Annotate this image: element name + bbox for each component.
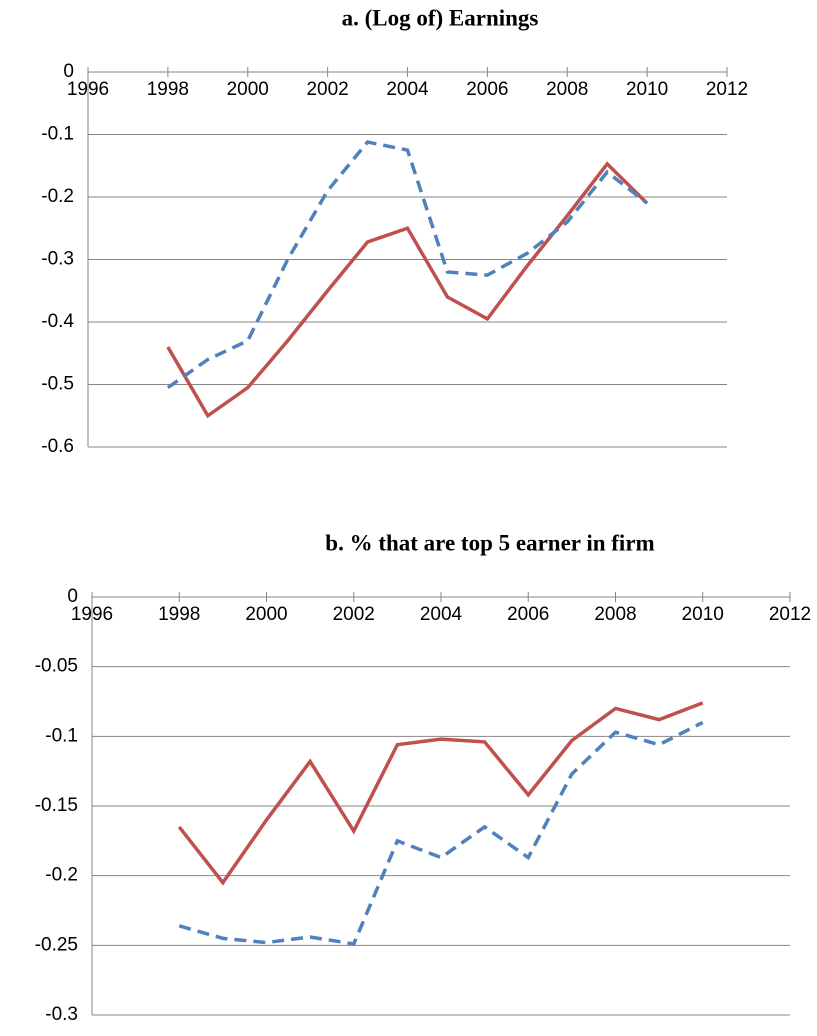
x-tick-label: 1996 xyxy=(67,79,109,100)
y-tick-label: -0.5 xyxy=(41,374,74,395)
x-tick-label: 2008 xyxy=(546,79,588,100)
y-tick-label: -0.1 xyxy=(45,725,78,746)
y-tick-label: -0.2 xyxy=(45,865,78,886)
line-series xyxy=(166,140,649,390)
y-tick-label: 0 xyxy=(67,586,78,607)
chart-title: a. (Log of) Earnings xyxy=(342,5,539,30)
x-tick-label: 2008 xyxy=(594,604,636,625)
y-tick-label: -0.1 xyxy=(41,124,74,145)
y-tick-label: -0.6 xyxy=(41,436,74,457)
x-tick-label: 2000 xyxy=(227,79,269,100)
y-tick-label: 0 xyxy=(63,61,74,82)
y-tick-label: -0.25 xyxy=(35,934,78,955)
x-tick-label: 2010 xyxy=(626,79,668,100)
x-tick-label: 2012 xyxy=(706,79,748,100)
x-tick-label: 1998 xyxy=(147,79,189,100)
x-tick-label: 2004 xyxy=(420,604,463,625)
y-tick-label: -0.3 xyxy=(45,1004,78,1025)
x-tick-label: 2000 xyxy=(245,604,287,625)
x-tick-label: 2004 xyxy=(386,79,429,100)
x-tick-label: 1998 xyxy=(158,604,200,625)
chart-title: b. % that are top 5 earner in firm xyxy=(325,530,654,555)
x-tick-label: 2002 xyxy=(306,79,348,100)
line-series xyxy=(166,161,649,419)
x-tick-label: 2002 xyxy=(333,604,375,625)
y-tick-label: -0.2 xyxy=(41,186,74,207)
x-tick-label: 2012 xyxy=(769,604,811,625)
line-series xyxy=(178,720,704,946)
x-tick-label: 2006 xyxy=(466,79,508,100)
y-tick-label: -0.05 xyxy=(35,656,78,677)
y-tick-label: -0.4 xyxy=(41,311,74,332)
line-series xyxy=(177,701,704,886)
y-tick-label: -0.15 xyxy=(35,795,78,816)
y-tick-label: -0.3 xyxy=(41,249,74,270)
x-tick-label: 2006 xyxy=(507,604,549,625)
x-tick-label: 1996 xyxy=(71,604,113,625)
x-tick-label: 2010 xyxy=(682,604,724,625)
